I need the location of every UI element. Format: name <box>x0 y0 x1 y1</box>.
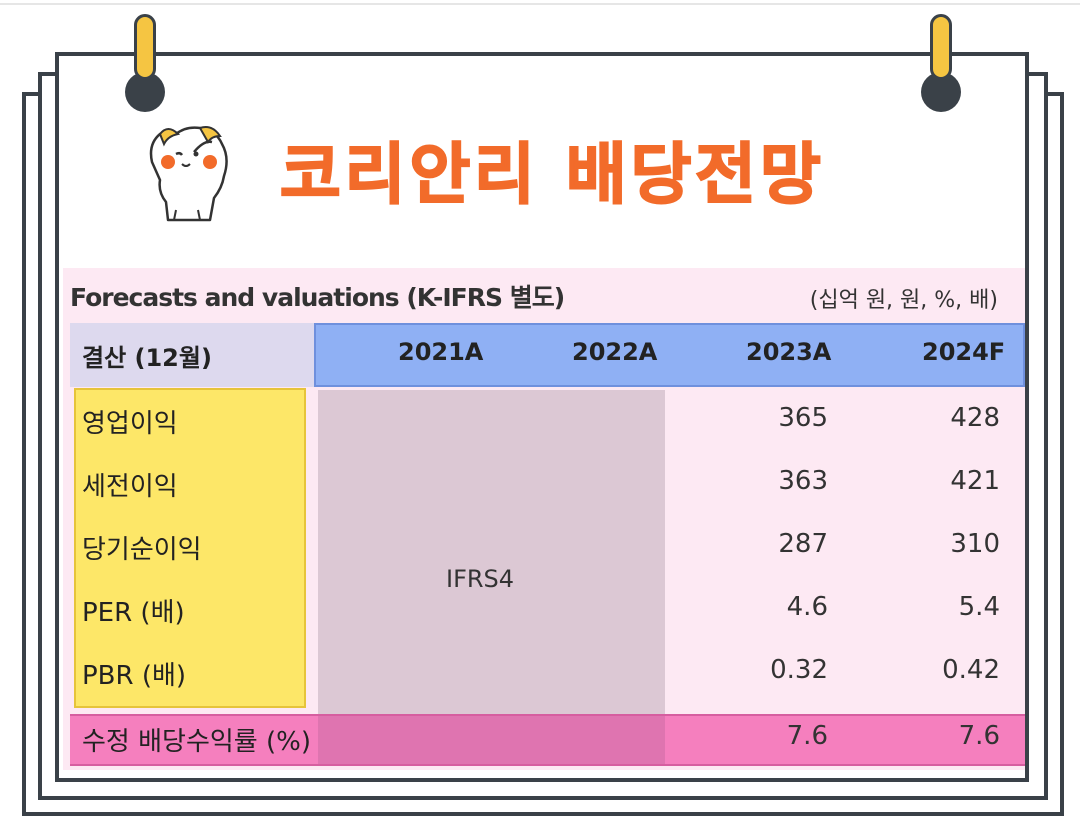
header-label: 결산 (12월) <box>82 344 212 372</box>
header-label-cell <box>70 323 314 387</box>
cell-net-income-2023: 287 <box>778 529 828 559</box>
header-years-band <box>314 323 1025 387</box>
row-label-pretax-profit: 세전이익 <box>82 472 178 502</box>
cell-pretax-profit-2023: 363 <box>778 466 828 496</box>
ifrs4-note: IFRS4 <box>446 565 515 593</box>
header-year-2023: 2023A <box>746 338 832 366</box>
cell-operating-profit-2023: 365 <box>778 403 828 433</box>
cat-mascot-icon <box>149 126 228 222</box>
dividend-row-merged-cell <box>318 716 665 764</box>
table-units: (십억 원, 원, %, 배) <box>809 288 998 313</box>
cell-pbr-2023: 0.32 <box>770 655 828 685</box>
header-year-2021: 2021A <box>398 338 484 366</box>
header-year-2022: 2022A <box>572 338 658 366</box>
cell-pbr-2024: 0.42 <box>942 655 1000 685</box>
top-divider <box>0 3 1080 5</box>
row-label-per: PER (배) <box>82 598 185 628</box>
row-label-net-income: 당기순이익 <box>82 535 202 565</box>
row-label-operating-profit: 영업이익 <box>82 409 178 439</box>
header-year-2024: 2024F <box>922 338 1006 366</box>
binder-ring-icon <box>132 14 158 92</box>
cell-dividend-yield-2024: 7.6 <box>958 721 1000 751</box>
cell-dividend-yield-2023: 7.6 <box>786 721 828 751</box>
cell-operating-profit-2024: 428 <box>950 403 1000 433</box>
cell-per-2024: 5.4 <box>958 592 1000 622</box>
row-label-column <box>74 388 306 708</box>
cell-net-income-2024: 310 <box>950 529 1000 559</box>
row-label-pbr: PBR (배) <box>82 661 187 691</box>
binder-ring-icon <box>928 14 954 92</box>
cell-pretax-profit-2024: 421 <box>950 466 1000 496</box>
table-caption: Forecasts and valuations (K-IFRS 별도) <box>70 283 565 312</box>
row-label-dividend-yield: 수정 배당수익률 (%) <box>82 727 311 757</box>
page-title: 코리안리 배당전망 <box>279 135 825 214</box>
cell-per-2023: 4.6 <box>786 592 828 622</box>
ifrs4-merged-cell <box>318 390 665 715</box>
